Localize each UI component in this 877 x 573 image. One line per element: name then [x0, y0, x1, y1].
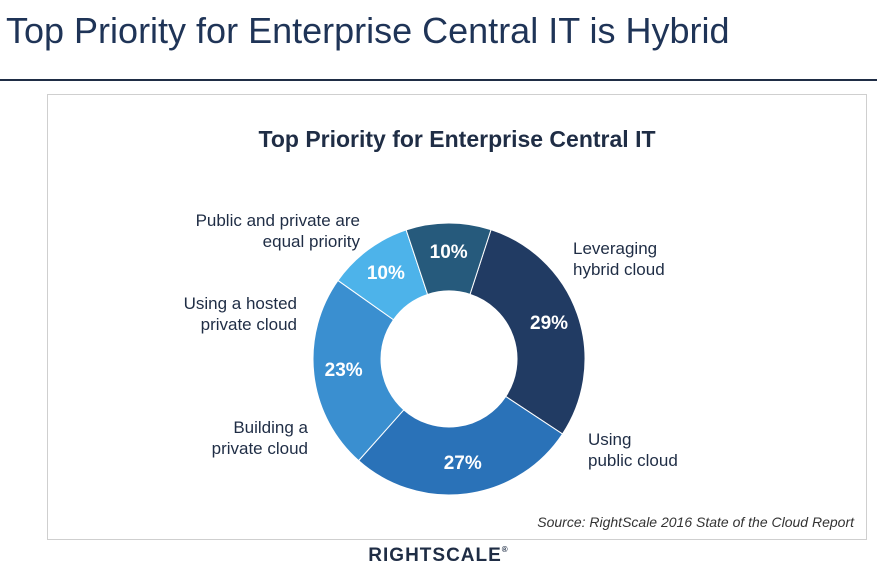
rightscale-logo: RIGHTSCALE® — [0, 545, 877, 567]
label-line: hybrid cloud — [573, 260, 665, 279]
label-line: equal priority — [262, 232, 360, 251]
logo-text: RIGHTSCALE — [368, 545, 502, 566]
logo-mark: ® — [501, 545, 509, 554]
label-line: private cloud — [200, 315, 297, 334]
label-line: Public and private are — [195, 211, 360, 230]
label-leveraging-hybrid-cloud: Leveraging hybrid cloud — [573, 238, 665, 280]
slice-building-private-cloud — [312, 279, 405, 462]
chart-panel: 29% 27% 23% 10% 10% Top Priority for Enterpr… — [47, 94, 867, 540]
value-label-equal-priority: 10% — [430, 242, 468, 263]
value-label-public-cloud: 27% — [444, 453, 482, 474]
value-label-building-private-cloud: 23% — [325, 360, 363, 381]
label-line: Using — [588, 430, 632, 449]
title-divider — [0, 79, 877, 81]
label-line: Building a — [233, 418, 308, 437]
label-line: public cloud — [588, 451, 678, 470]
label-line: Leveraging — [573, 239, 658, 258]
slice-hybrid-cloud — [469, 229, 586, 435]
label-using-public-cloud: Using public cloud — [588, 429, 678, 471]
label-line: private cloud — [211, 439, 308, 458]
chart-title: Top Priority for Enterprise Central IT — [258, 126, 656, 152]
value-label-hosted-private-cloud: 10% — [367, 263, 405, 284]
donut-chart: 29% 27% 23% 10% 10% — [312, 222, 586, 496]
label-equal-priority: Public and private are equal priority — [196, 210, 360, 252]
label-line: Using a hosted — [183, 294, 297, 313]
source-note: Source: RightScale 2016 State of the Clo… — [537, 514, 854, 530]
slice-public-cloud — [357, 395, 564, 496]
slide-title: Top Priority for Enterprise Central IT i… — [6, 10, 730, 51]
slice-equal-priority — [405, 222, 492, 296]
label-hosted-private-cloud: Using a hosted private cloud — [184, 293, 297, 335]
label-building-private-cloud: Building a private cloud — [212, 417, 308, 459]
value-label-hybrid-cloud: 29% — [530, 313, 568, 334]
